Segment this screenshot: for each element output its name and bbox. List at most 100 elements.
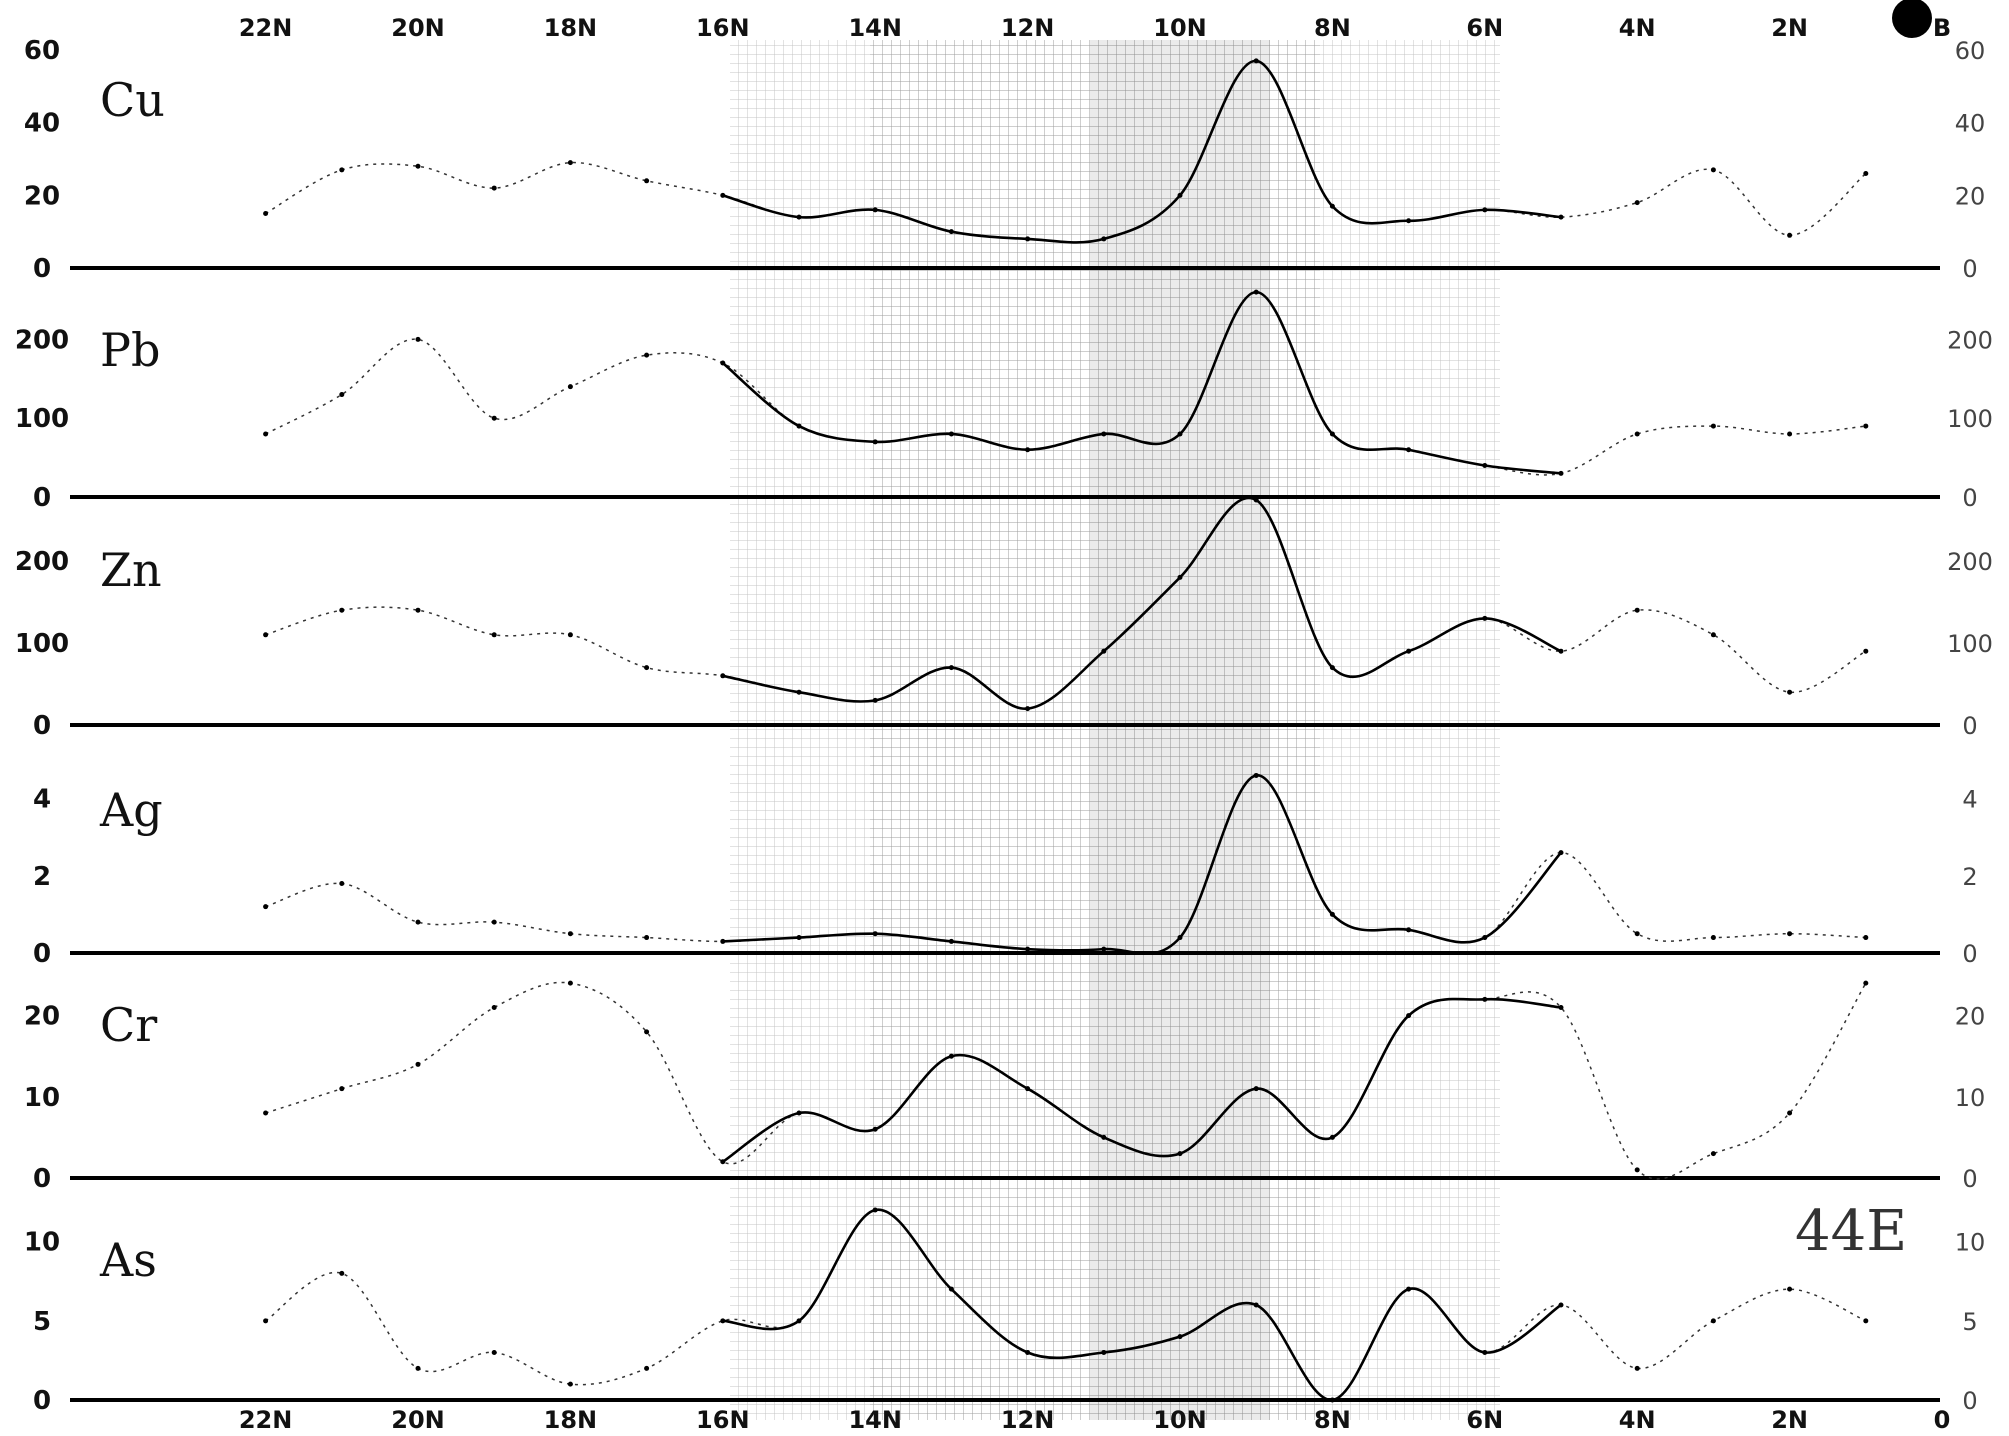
data-point [1406, 218, 1412, 224]
y-tick-label-right: 10 [1955, 1229, 1986, 1257]
data-point [720, 192, 726, 198]
data-point [491, 1350, 497, 1355]
y-tick-label-right: 0 [1962, 940, 1977, 968]
data-point [1101, 1134, 1107, 1140]
data-point [1710, 1318, 1716, 1324]
data-point [415, 919, 421, 925]
data-point [1177, 935, 1183, 941]
data-point [1634, 1167, 1640, 1173]
y-tick-label-left: 200 [15, 547, 69, 577]
element-label: Cr [100, 998, 157, 1052]
y-tick-label-left: 0 [33, 483, 51, 513]
data-point [415, 163, 421, 169]
y-tick-label-right: 0 [1962, 484, 1977, 512]
data-point [1101, 236, 1107, 242]
data-point [1863, 935, 1869, 941]
panel-cr: Cr 20 10 0 20 10 0 [24, 980, 1986, 1194]
data-point [1787, 1286, 1793, 1292]
data-point [1863, 648, 1869, 654]
panel-zn: Zn 200 100 0 200 100 0 [15, 496, 1993, 741]
data-point [339, 881, 345, 887]
bottom-tick-label: 8N [1314, 1406, 1351, 1434]
data-point [1406, 1286, 1412, 1292]
data-point [1406, 648, 1412, 654]
data-point [1101, 431, 1107, 437]
element-label: As [99, 1233, 157, 1287]
data-point [1787, 1110, 1793, 1116]
data-point [1558, 648, 1564, 654]
y-tick-label-left: 2 [33, 862, 51, 892]
data-point [1025, 946, 1031, 952]
data-point [872, 697, 878, 703]
data-point [1329, 203, 1335, 209]
data-point [644, 178, 650, 184]
data-point [720, 673, 726, 679]
data-point [567, 384, 573, 390]
y-tick-label-left: 0 [33, 711, 51, 741]
data-point [1558, 850, 1564, 856]
y-tick-label-right: 20 [1955, 1003, 1986, 1031]
data-point [1634, 200, 1640, 206]
data-point [1634, 607, 1640, 613]
data-point [415, 336, 421, 342]
panel-pb: Pb 200 100 0 200 100 0 [15, 289, 1993, 513]
data-point [1482, 615, 1488, 621]
bottom-tick-label: 20N [391, 1406, 444, 1434]
data-point [491, 185, 497, 191]
data-point [948, 1053, 954, 1059]
data-point [720, 938, 726, 944]
element-label: Ag [99, 783, 163, 837]
data-point [644, 665, 650, 671]
data-point [796, 423, 802, 429]
data-point [339, 167, 345, 173]
data-point [339, 1086, 345, 1092]
y-tick-label-right: 20 [1955, 182, 1986, 210]
data-point [1863, 423, 1869, 429]
data-point [1558, 1004, 1564, 1010]
data-point [948, 229, 954, 235]
data-point [872, 207, 878, 213]
top-tick-label: 16N [696, 14, 749, 42]
data-point [644, 935, 650, 941]
y-tick-label-left: 10 [24, 1228, 60, 1258]
y-tick-label-left: 60 [24, 36, 60, 66]
data-point [1787, 689, 1793, 695]
y-tick-label-right: 0 [1962, 1387, 1977, 1415]
y-tick-label-left: 100 [15, 629, 69, 659]
data-point [1710, 632, 1716, 638]
data-point [796, 689, 802, 695]
data-point [1329, 431, 1335, 437]
data-point [644, 1365, 650, 1371]
data-point [1177, 1334, 1183, 1340]
data-point [796, 1110, 802, 1116]
data-point [1101, 1350, 1107, 1355]
y-tick-label-right: 60 [1955, 37, 1986, 65]
data-point [1863, 171, 1869, 177]
data-point [339, 607, 345, 613]
data-point [1710, 167, 1716, 173]
data-point [1025, 1086, 1031, 1092]
data-point [1634, 931, 1640, 937]
data-point [1787, 931, 1793, 937]
top-tick-label: 2N [1771, 14, 1808, 42]
data-point [491, 919, 497, 925]
data-point [263, 1110, 269, 1116]
data-point [1253, 497, 1259, 503]
data-point [567, 980, 573, 986]
x-axis-bottom: 22N 20N 18N 16N 14N 12N 10N 8N 6N 4N 2N 0 [239, 1406, 1950, 1434]
y-tick-label-left: 0 [33, 1164, 51, 1194]
data-point [1025, 236, 1031, 242]
data-point [415, 1365, 421, 1371]
data-point [1406, 927, 1412, 933]
y-tick-label-right: 0 [1962, 712, 1977, 740]
bottom-tick-label: 22N [239, 1406, 292, 1434]
y-tick-label-left: 20 [24, 1002, 60, 1032]
y-tick-label-left: 40 [24, 109, 60, 139]
y-tick-label-left: 0 [33, 939, 51, 969]
data-point [720, 1159, 726, 1165]
data-point [567, 1381, 573, 1387]
bottom-tick-label: 4N [1619, 1406, 1656, 1434]
y-tick-label-right: 100 [1947, 405, 1993, 433]
data-point [948, 431, 954, 437]
